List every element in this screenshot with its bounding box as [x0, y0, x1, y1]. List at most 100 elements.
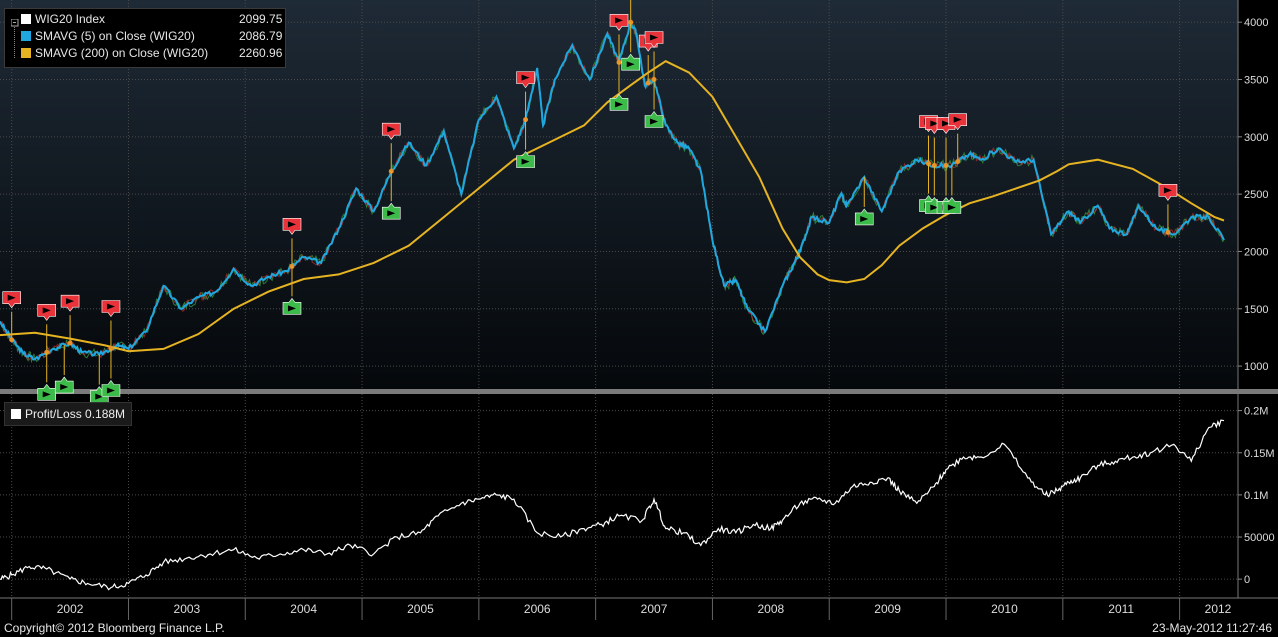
signal-dot [955, 159, 961, 165]
x-tick-label: 2009 [874, 602, 901, 616]
buy-signal-flag[interactable] [609, 62, 629, 111]
y-tick-label: 0.2M [1244, 406, 1268, 418]
x-tick-label: 2012 [1205, 602, 1232, 616]
arrow-right-icon [387, 126, 396, 133]
buy-signal-flag[interactable] [101, 348, 121, 397]
buy-signal-flag[interactable] [644, 79, 664, 128]
y-tick-label: 3500 [1244, 75, 1268, 87]
arrow-right-icon [521, 158, 530, 165]
arrow-right-icon [60, 384, 69, 391]
gridlines [0, 0, 1238, 598]
arrow-right-icon [615, 17, 623, 24]
arrow-right-icon [106, 387, 115, 394]
buy-signal-flag[interactable] [516, 119, 535, 168]
arrow-right-icon [287, 221, 296, 228]
pl-legend-swatch [11, 409, 21, 419]
buy-flag-icon [621, 53, 640, 71]
sell-flag-icon [644, 31, 664, 49]
legend-swatch-yellow [21, 48, 31, 58]
arrow-right-icon [626, 61, 635, 68]
arrow-right-icon [387, 210, 396, 217]
sell-signal-flag[interactable] [948, 113, 967, 165]
arrow-right-icon [106, 303, 115, 310]
sell-signal-flag[interactable] [2, 291, 21, 343]
sell-flag-icon [60, 294, 80, 312]
legend: WIG20 Index 2099.75 SMAVG (5) on Close (… [4, 8, 286, 68]
buy-signal-flag[interactable] [37, 352, 57, 401]
buy-flag-icon [516, 151, 535, 168]
pl-line [0, 419, 1225, 591]
pl-panel-bg [0, 394, 1238, 598]
sell-signal-flag[interactable] [101, 300, 121, 351]
sell-flag-icon [381, 122, 401, 140]
buy-signal-flag[interactable] [621, 22, 640, 71]
arrow-right-icon [953, 116, 962, 123]
legend-item-wig20[interactable]: WIG20 Index 2099.75 [21, 12, 282, 26]
y-tick-label: 2500 [1244, 189, 1268, 201]
sma5-line [0, 19, 1225, 361]
sell-signal-flag[interactable] [516, 71, 535, 123]
x-tick-label: 2002 [57, 602, 84, 616]
sell-flag-icon [282, 218, 302, 235]
x-tick-label: 2011 [1108, 602, 1134, 616]
sell-flag-icon [101, 300, 121, 317]
sell-signal-flag[interactable] [609, 14, 629, 65]
legend-swatch-blue [21, 31, 31, 41]
legend-item-sma200[interactable]: SMAVG (200) on Close (WIG20) 2260.96 [21, 46, 282, 60]
sell-flag-icon [609, 14, 629, 31]
y-tick-label: 0 [1244, 574, 1250, 586]
buy-flag-icon [854, 208, 874, 226]
arrow-right-icon [42, 391, 51, 398]
copyright-text: Copyright© 2012 Bloomberg Finance L.P. [4, 621, 225, 635]
legend-item-sma5[interactable]: SMAVG (5) on Close (WIG20) 2086.79 [21, 29, 282, 43]
sell-flag-icon [516, 71, 535, 89]
pl-legend[interactable]: Profit/Loss 0.188M [4, 402, 133, 426]
arrow-right-icon [650, 34, 659, 41]
y-tick-label: 4000 [1244, 17, 1268, 29]
arrow-right-icon [930, 120, 939, 127]
y-tick-label: 0.15M [1244, 448, 1275, 460]
legend-tree-icon[interactable] [11, 19, 19, 63]
x-tick-label: 2008 [757, 602, 784, 616]
buy-signal-flag[interactable] [282, 266, 302, 315]
trade-signals [2, 0, 1178, 403]
buy-flag-icon [282, 297, 302, 315]
sell-signal-flag[interactable] [1158, 184, 1178, 235]
sma200-line [0, 60, 1225, 353]
y-tick-label: 2000 [1244, 246, 1268, 258]
arrow-right-icon [860, 215, 869, 222]
arrow-right-icon [66, 298, 75, 305]
arrow-right-icon [1163, 187, 1172, 194]
sell-flag-icon [37, 304, 57, 321]
arrow-right-icon [7, 294, 16, 301]
signal-dot [645, 80, 651, 86]
arrow-right-icon [521, 74, 530, 81]
sell-flag-icon [1158, 184, 1178, 201]
x-tick-label: 2007 [641, 602, 668, 616]
arrow-right-icon [942, 120, 951, 127]
sell-signal-flag[interactable] [37, 304, 57, 355]
buy-flag-icon [609, 93, 629, 111]
signal-dot [616, 59, 622, 65]
x-tick-label: 2004 [290, 602, 317, 616]
y-tick-label: 50000 [1244, 532, 1275, 544]
panel-divider[interactable] [0, 389, 1278, 394]
axis-ticks: 1000 1500 2000 2500 3000 3500 4000 0 50000 0.1M 0.… [11, 17, 1275, 620]
arrow-right-icon [615, 101, 623, 108]
buy-signal-flag[interactable] [942, 165, 962, 214]
arrow-right-icon [95, 393, 104, 400]
buy-flag-icon [101, 379, 121, 397]
sell-signal-flag[interactable] [644, 31, 664, 83]
y-tick-label: 3000 [1244, 132, 1268, 144]
sell-signal-flag[interactable] [60, 294, 80, 346]
buy-signal-flag[interactable] [854, 176, 874, 226]
buy-signal-flag[interactable] [54, 345, 74, 394]
timestamp-text: 23-May-2012 11:27:46 [1152, 621, 1272, 635]
x-tick-label: 2010 [991, 602, 1018, 616]
buy-signal-flag[interactable] [381, 171, 401, 220]
x-tick-label: 2006 [524, 602, 551, 616]
buy-flag-icon [381, 202, 401, 220]
buy-flag-icon [54, 376, 74, 394]
arrow-right-icon [650, 118, 659, 125]
